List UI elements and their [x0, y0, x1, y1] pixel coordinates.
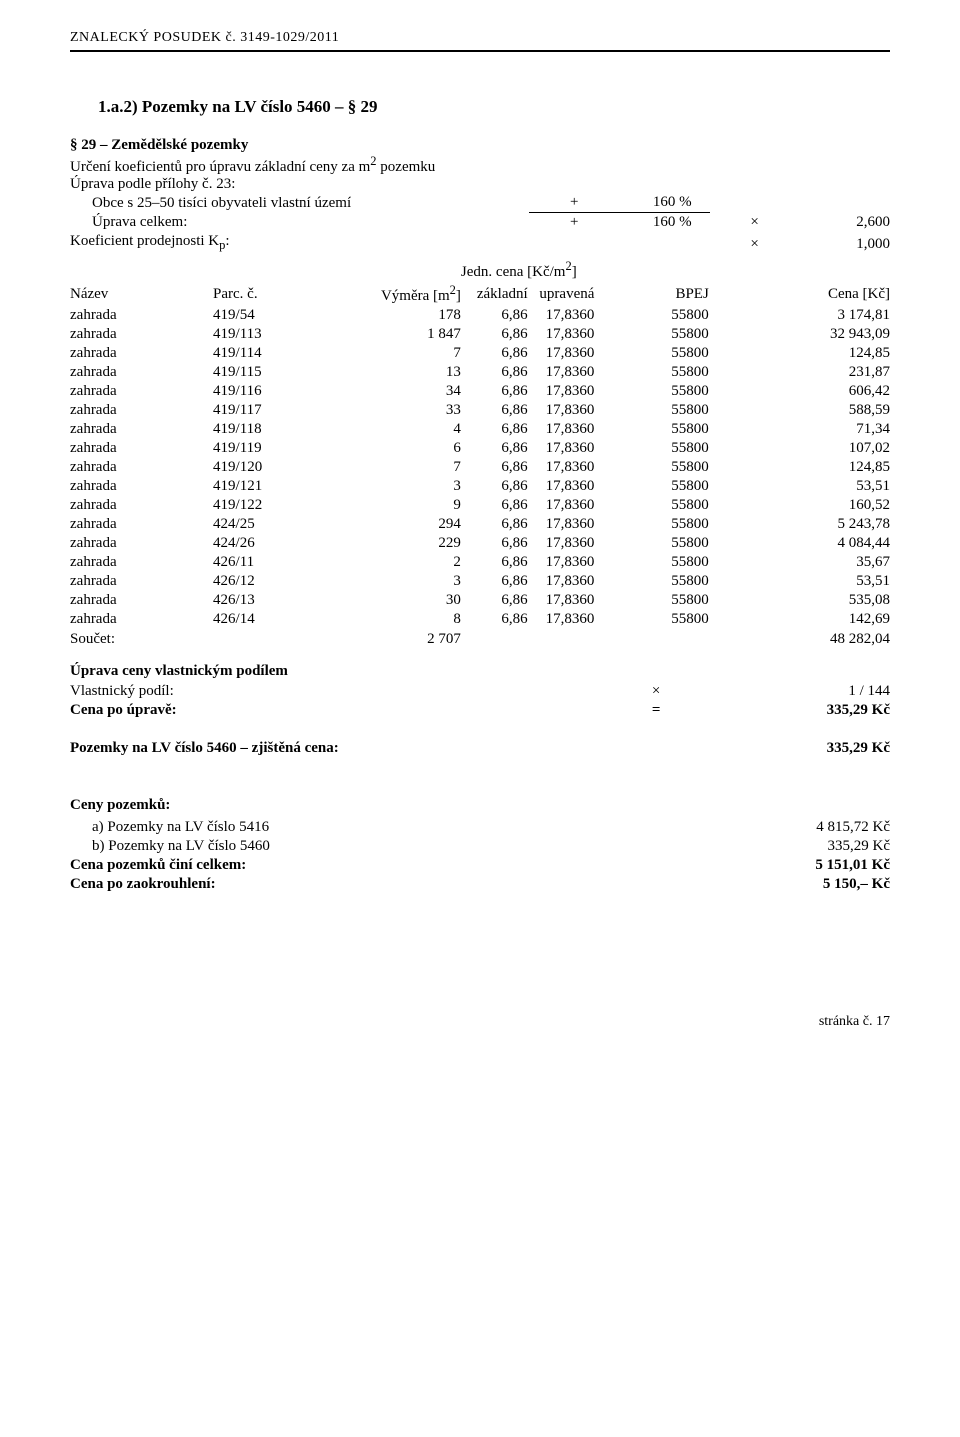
- share-result-label: Cena po úpravě:: [70, 701, 578, 720]
- summary-heading: Ceny pozemků:: [70, 797, 890, 814]
- adjustment-row: Obce s 25–50 tisíci obyvateli vlastní úz…: [70, 193, 890, 213]
- share-result-op: =: [578, 701, 660, 720]
- summary-table: a) Pozemky na LV číslo 54164 815,72 Kčb)…: [70, 818, 890, 894]
- table-row: zahrada419/12076,8617,836055800124,85: [70, 458, 890, 477]
- kp-row: Koeficient prodejnosti Kp:×1,000: [70, 232, 890, 254]
- col-name: Název: [70, 282, 213, 306]
- share-podil-op: ×: [578, 682, 660, 701]
- table-row: zahrada419/1131 8476,8617,83605580032 94…: [70, 325, 890, 344]
- determined-label: Pozemky na LV číslo 5460 – zjištěná cena…: [70, 740, 339, 757]
- sub-heading: § 29 – Zemědělské pozemky: [70, 137, 890, 154]
- col-upr: upravená: [528, 282, 595, 306]
- determined-value: 335,29 Kč: [827, 740, 890, 757]
- share-heading: Úprava ceny vlastnickým podílem: [70, 663, 890, 680]
- summary-row: b) Pozemky na LV číslo 5460335,29 Kč: [70, 837, 890, 856]
- col-area: Výměra [m2]: [327, 282, 460, 306]
- summary-row: Cena pozemků činí celkem:5 151,01 Kč: [70, 856, 890, 875]
- table-row: zahrada419/116346,8617,836055800606,42: [70, 382, 890, 401]
- table-row: zahrada424/262296,8617,8360558004 084,44: [70, 534, 890, 553]
- col-bpej: BPEJ: [594, 282, 708, 306]
- table-row: zahrada419/115136,8617,836055800231,87: [70, 363, 890, 382]
- col-base: základní: [461, 282, 528, 306]
- col-parc: Parc. č.: [213, 282, 327, 306]
- table-row: zahrada426/1236,8617,83605580053,51: [70, 572, 890, 591]
- table-row: zahrada426/13306,8617,836055800535,08: [70, 591, 890, 610]
- table-sum-row: Součet:2 70748 282,04: [70, 629, 890, 649]
- table-row: zahrada419/11846,8617,83605580071,34: [70, 420, 890, 439]
- summary-row: Cena po zaokrouhlení:5 150,– Kč: [70, 875, 890, 894]
- share-table: Vlastnický podíl: × 1 / 144 Cena po úpra…: [70, 682, 890, 720]
- table-row: zahrada419/117336,8617,836055800588,59: [70, 401, 890, 420]
- table-row: zahrada426/1126,8617,83605580035,67: [70, 553, 890, 572]
- adjustment-intro: Úprava podle přílohy č. 23:: [70, 176, 890, 193]
- definition-line: Určení koeficientů pro úpravu základní c…: [70, 154, 890, 176]
- page-footer: stránka č. 17: [70, 1014, 890, 1030]
- parcel-table: Jedn. cena [Kč/m2] Název Parc. č. Výměra…: [70, 258, 890, 649]
- adjustment-table: Obce s 25–50 tisíci obyvateli vlastní úz…: [70, 193, 890, 254]
- determined-price: Pozemky na LV číslo 5460 – zjištěná cena…: [70, 740, 890, 757]
- table-row: zahrada419/12296,8617,836055800160,52: [70, 496, 890, 515]
- table-row: zahrada419/11476,8617,836055800124,85: [70, 344, 890, 363]
- col-cena: Cena [Kč]: [709, 282, 890, 306]
- unit-header: Jedn. cena [Kč/m2]: [461, 258, 594, 282]
- table-row: zahrada419/12136,8617,83605580053,51: [70, 477, 890, 496]
- section-title: 1.a.2) Pozemky na LV číslo 5460 – § 29: [98, 97, 890, 117]
- summary-row: a) Pozemky na LV číslo 54164 815,72 Kč: [70, 818, 890, 837]
- table-row: zahrada424/252946,8617,8360558005 243,78: [70, 515, 890, 534]
- share-podil-label: Vlastnický podíl:: [70, 682, 578, 701]
- table-row: zahrada419/541786,8617,8360558003 174,81: [70, 306, 890, 325]
- header-rule: [70, 50, 890, 52]
- table-row: zahrada426/1486,8617,836055800142,69: [70, 610, 890, 629]
- table-row: zahrada419/11966,8617,836055800107,02: [70, 439, 890, 458]
- share-podil-val: 1 / 144: [660, 682, 890, 701]
- document-header: ZNALECKÝ POSUDEK č. 3149-1029/2011: [70, 30, 890, 46]
- share-result-val: 335,29 Kč: [660, 701, 890, 720]
- adjustment-row: Úprava celkem:+160 %×2,600: [70, 213, 890, 233]
